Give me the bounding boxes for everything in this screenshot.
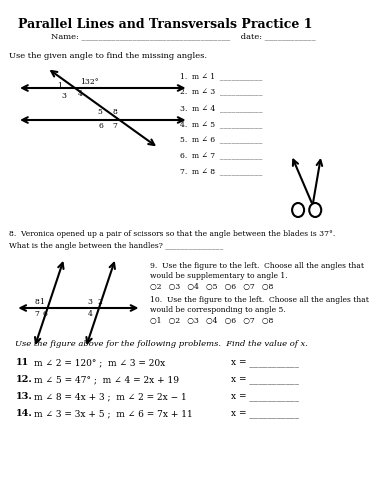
Text: 1: 1 — [39, 298, 44, 306]
Text: 1: 1 — [58, 82, 63, 90]
Text: 7: 7 — [34, 310, 39, 318]
Text: m ∠ 8 = 4x + 3 ;  m ∠ 2 = 2x − 1: m ∠ 8 = 4x + 3 ; m ∠ 2 = 2x − 1 — [34, 392, 187, 401]
Text: What is the angle between the handles? _______________: What is the angle between the handles? _… — [8, 242, 223, 250]
Text: 3.  m ∠ 4  ___________: 3. m ∠ 4 ___________ — [180, 104, 262, 112]
Text: m ∠ 2 = 120° ;  m ∠ 3 = 20x: m ∠ 2 = 120° ; m ∠ 3 = 20x — [34, 358, 166, 367]
Text: 4.  m ∠ 5  ___________: 4. m ∠ 5 ___________ — [180, 120, 262, 128]
Text: Parallel Lines and Transversals Practice 1: Parallel Lines and Transversals Practice… — [18, 18, 313, 31]
Text: m ∠ 3 = 3x + 5 ;  m ∠ 6 = 7x + 11: m ∠ 3 = 3x + 5 ; m ∠ 6 = 7x + 11 — [34, 409, 193, 418]
Text: 8.  Veronica opened up a pair of scissors so that the angle between the blades i: 8. Veronica opened up a pair of scissors… — [8, 230, 335, 238]
Text: 9.  Use the figure to the left.  Choose all the angles that: 9. Use the figure to the left. Choose al… — [150, 262, 364, 270]
Text: 1.  m ∠ 1  ___________: 1. m ∠ 1 ___________ — [180, 72, 262, 80]
Text: 8: 8 — [112, 108, 117, 116]
Text: x = ___________: x = ___________ — [231, 409, 299, 418]
Text: 5.  m ∠ 6  ___________: 5. m ∠ 6 ___________ — [180, 136, 262, 144]
Text: 11: 11 — [15, 358, 29, 367]
Text: m ∠ 5 = 47° ;  m ∠ 4 = 2x + 19: m ∠ 5 = 47° ; m ∠ 4 = 2x + 19 — [34, 375, 179, 384]
Text: ○2   ○3   ○4   ○5   ○6   ○7   ○8: ○2 ○3 ○4 ○5 ○6 ○7 ○8 — [150, 283, 273, 291]
Text: 2.  m ∠ 3  ___________: 2. m ∠ 3 ___________ — [180, 88, 262, 96]
Text: 4: 4 — [88, 310, 92, 318]
Text: 12.: 12. — [15, 375, 32, 384]
Text: ○1   ○2   ○3   ○4   ○6   ○7   ○8: ○1 ○2 ○3 ○4 ○6 ○7 ○8 — [150, 317, 273, 325]
Text: 7.  m ∠ 8  ___________: 7. m ∠ 8 ___________ — [180, 168, 262, 176]
Text: Use the given angle to find the missing angles.: Use the given angle to find the missing … — [8, 52, 207, 60]
Text: x = ___________: x = ___________ — [231, 375, 299, 384]
Text: 6: 6 — [99, 122, 103, 130]
Text: 5: 5 — [97, 108, 102, 116]
Text: 10.  Use the figure to the left.  Choose all the angles that: 10. Use the figure to the left. Choose a… — [150, 296, 369, 304]
Text: x = ___________: x = ___________ — [231, 358, 299, 367]
Text: 4: 4 — [78, 90, 83, 98]
Text: Name: ___________________________________    date: ____________: Name: __________________________________… — [51, 32, 316, 40]
Text: 8: 8 — [34, 298, 39, 306]
Text: 3: 3 — [88, 298, 92, 306]
Text: would be corresponding to angle 5.: would be corresponding to angle 5. — [150, 306, 286, 314]
Text: Use the figure above for the following problems.  Find the value of x.: Use the figure above for the following p… — [15, 340, 308, 348]
Text: would be supplementary to angle 1.: would be supplementary to angle 1. — [150, 272, 288, 280]
Text: 7: 7 — [112, 122, 117, 130]
Text: 6: 6 — [43, 310, 48, 318]
Text: 14.: 14. — [15, 409, 32, 418]
Text: 132°: 132° — [80, 78, 98, 86]
Text: x = ___________: x = ___________ — [231, 392, 299, 401]
Text: 3: 3 — [61, 92, 66, 100]
Text: 2: 2 — [98, 298, 103, 306]
Text: 13.: 13. — [15, 392, 32, 401]
Text: 6.  m ∠ 7  ___________: 6. m ∠ 7 ___________ — [180, 152, 262, 160]
